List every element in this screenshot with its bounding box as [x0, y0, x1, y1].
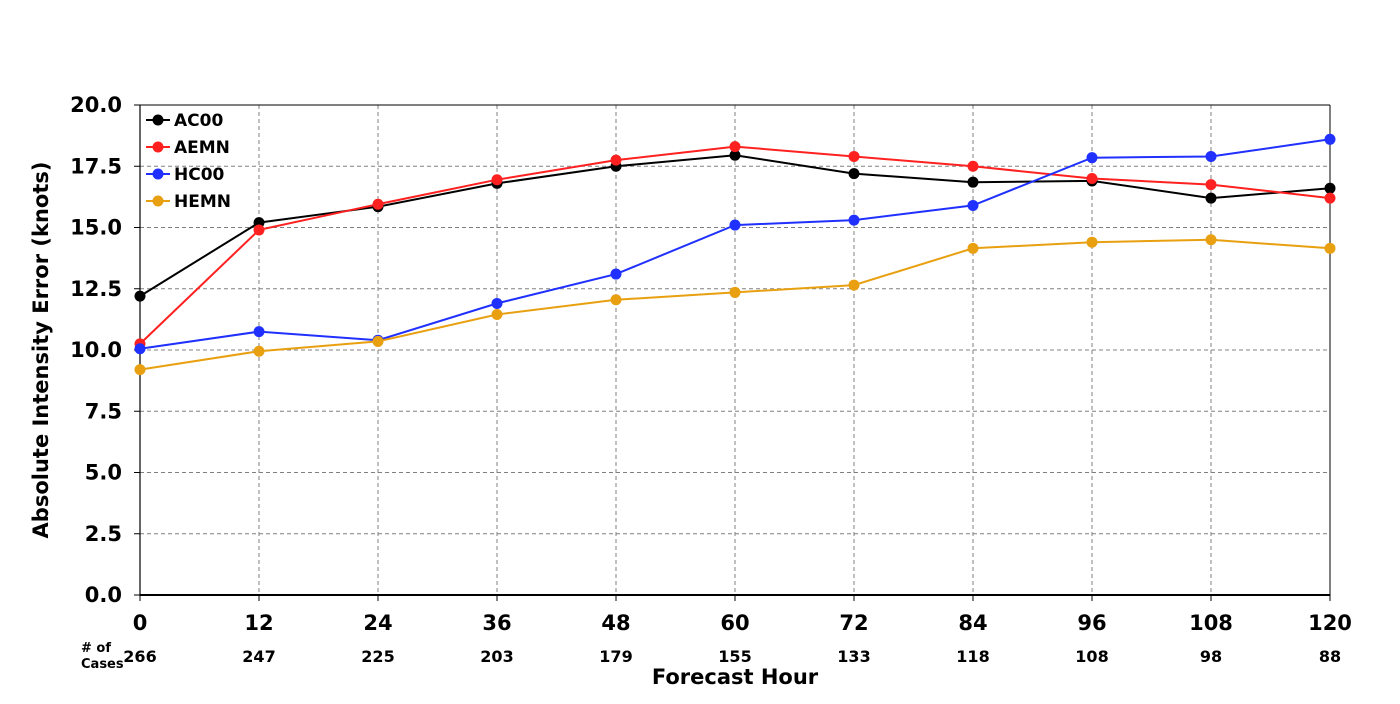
y-tick-label: 7.5	[85, 399, 122, 423]
data-point-hemn	[1324, 242, 1336, 254]
x-tick-label: 60	[720, 611, 749, 635]
data-point-aemn	[372, 198, 384, 210]
legend-label-hemn: HEMN	[174, 192, 231, 212]
grid-layer	[140, 105, 1330, 595]
labels-layer: 266 247 225 203 179 155 133 118 108 98 88 Forecast …	[29, 162, 1341, 689]
data-point-hc00	[729, 219, 741, 231]
case-count-label: 179	[599, 647, 632, 666]
case-count-label: 247	[242, 647, 275, 666]
x-tick-label: 96	[1077, 611, 1106, 635]
legend-label-aemn: AEMN	[174, 138, 230, 158]
legend-label-hc00: HC00	[174, 165, 225, 185]
data-point-hemn	[253, 345, 265, 357]
data-point-aemn	[848, 150, 860, 162]
data-point-aemn	[610, 154, 622, 166]
y-tick-label: 5.0	[85, 461, 122, 485]
data-point-hc00	[967, 199, 979, 211]
data-point-hc00	[253, 326, 265, 338]
cases-row-title: # of Cases	[81, 641, 124, 672]
cases-row-title-line: Cases	[81, 657, 124, 672]
data-point-ac00	[848, 168, 860, 180]
x-tick-label: 12	[244, 611, 273, 635]
data-point-ac00	[1205, 192, 1217, 204]
axes-layer: 0.0 2.5 5.0 7.5 10.0 12.5 15.0 17.5 20.0 0 12 24 36 4…	[70, 93, 1352, 635]
data-point-hc00	[134, 343, 146, 355]
data-point-hemn	[729, 286, 741, 298]
x-tick-label: 108	[1189, 611, 1233, 635]
data-point-hemn	[967, 242, 979, 254]
data-point-aemn	[1205, 179, 1217, 191]
x-tick-label: 48	[601, 611, 630, 635]
case-count-label: 88	[1319, 647, 1341, 666]
data-point-ac00	[729, 149, 741, 161]
case-count-label: 155	[718, 647, 751, 666]
legend-marker-hc00	[152, 168, 164, 180]
y-tick-label: 17.5	[70, 154, 122, 178]
y-tick-label: 0.0	[85, 583, 122, 607]
data-point-aemn	[729, 141, 741, 153]
data-point-hemn	[1086, 236, 1098, 248]
data-point-hc00	[610, 268, 622, 280]
data-point-aemn	[1086, 173, 1098, 184]
legend: AC00 AEMN HC00 HEMN	[146, 111, 231, 212]
data-point-hemn	[372, 335, 384, 347]
legend-marker-hemn	[152, 195, 164, 207]
case-count-label: 108	[1075, 647, 1108, 666]
data-point-hc00	[1086, 152, 1098, 164]
x-tick-label: 36	[482, 611, 511, 635]
data-point-aemn	[967, 160, 979, 172]
x-tick-label: 0	[133, 611, 148, 635]
data-point-hc00	[1205, 150, 1217, 162]
data-point-hc00	[848, 214, 860, 226]
y-tick-label: 10.0	[70, 338, 122, 362]
x-axis-title: Forecast Hour	[652, 665, 819, 689]
case-count-label: 203	[480, 647, 513, 666]
data-point-aemn	[253, 224, 265, 236]
data-point-ac00	[134, 290, 146, 302]
case-count-label: 98	[1200, 647, 1222, 666]
y-tick-label: 12.5	[70, 277, 122, 301]
y-tick-label: 2.5	[85, 522, 122, 546]
cases-row-title-line: # of	[81, 641, 111, 656]
case-count-label: 133	[837, 647, 870, 666]
series-layer	[134, 133, 1336, 376]
data-point-hemn	[1205, 234, 1217, 246]
data-point-ac00	[967, 176, 979, 188]
case-count-label: 118	[956, 647, 989, 666]
data-point-aemn	[491, 174, 503, 186]
x-tick-label: 24	[363, 611, 392, 635]
x-tick-label: 84	[958, 611, 987, 635]
y-tick-label: 15.0	[70, 216, 122, 240]
legend-marker-ac00	[152, 114, 164, 126]
data-point-aemn	[1324, 192, 1336, 204]
legend-marker-aemn	[152, 141, 164, 153]
x-tick-label: 120	[1308, 611, 1352, 635]
data-point-hc00	[1324, 133, 1336, 145]
y-tick-label: 20.0	[70, 93, 122, 117]
data-point-hemn	[610, 294, 622, 306]
case-count-label: 266	[123, 647, 156, 666]
x-tick-label: 72	[839, 611, 868, 635]
data-point-ac00	[1324, 182, 1336, 194]
y-axis-title: Absolute Intensity Error (knots)	[29, 162, 53, 539]
case-count-label: 225	[361, 647, 394, 666]
data-point-hemn	[491, 308, 503, 320]
data-point-hemn	[134, 364, 146, 376]
data-point-hemn	[848, 279, 860, 291]
legend-label-ac00: AC00	[174, 111, 223, 131]
data-point-hc00	[491, 297, 503, 309]
